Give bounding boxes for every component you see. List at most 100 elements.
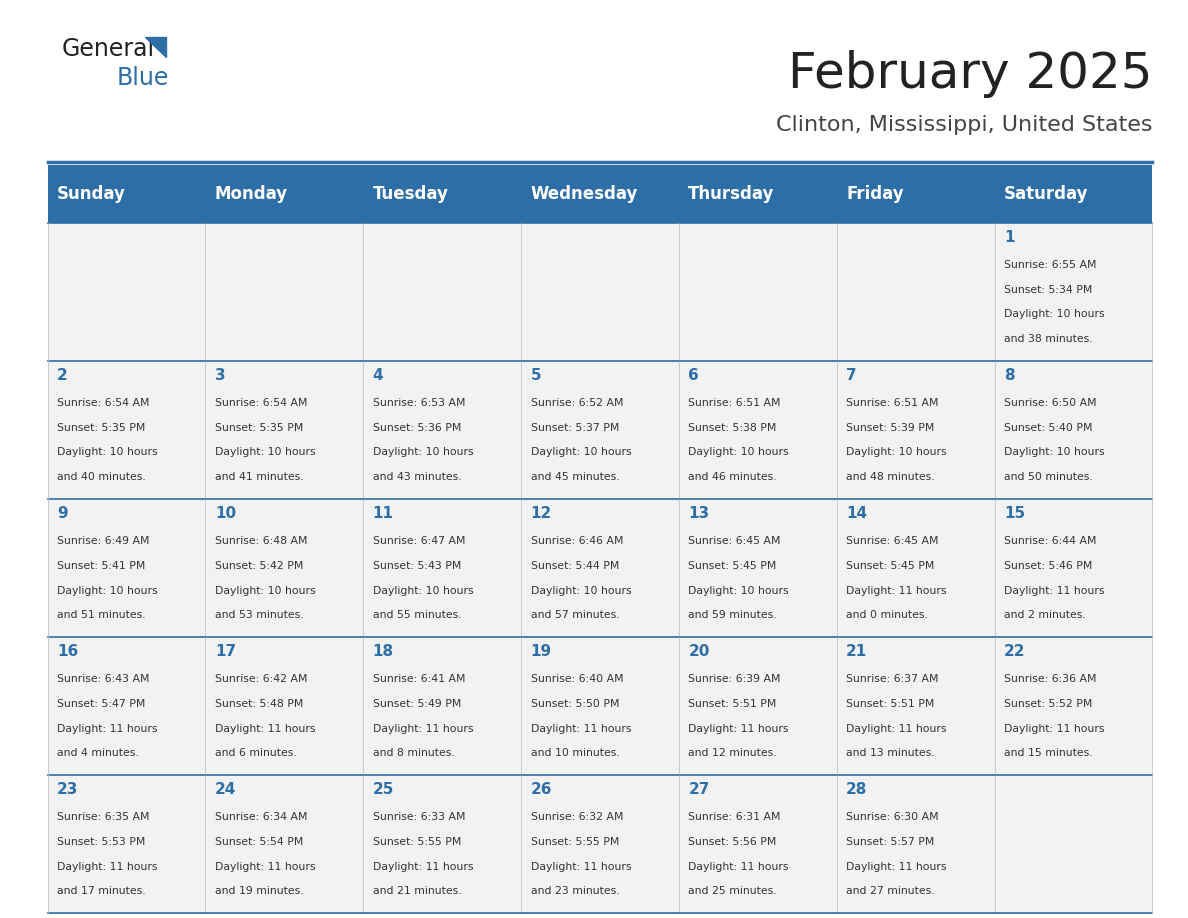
Bar — [836, 499, 994, 637]
Text: Sunset: 5:57 PM: Sunset: 5:57 PM — [846, 837, 935, 846]
Bar — [364, 499, 522, 637]
Text: and 41 minutes.: and 41 minutes. — [215, 472, 303, 482]
Text: General: General — [62, 37, 154, 61]
Text: Daylight: 11 hours: Daylight: 11 hours — [215, 723, 315, 733]
Text: 3: 3 — [215, 367, 226, 383]
Bar — [364, 361, 522, 499]
Bar — [836, 637, 994, 776]
Text: 11: 11 — [373, 506, 393, 521]
Text: and 4 minutes.: and 4 minutes. — [57, 748, 139, 758]
Text: Sunrise: 6:51 AM: Sunrise: 6:51 AM — [846, 397, 939, 408]
Text: 17: 17 — [215, 644, 236, 659]
Text: Sunset: 5:44 PM: Sunset: 5:44 PM — [531, 561, 619, 571]
Bar — [994, 776, 1152, 913]
Text: Sunrise: 6:40 AM: Sunrise: 6:40 AM — [531, 674, 624, 684]
Text: 12: 12 — [531, 506, 551, 521]
Text: 26: 26 — [531, 782, 552, 797]
Bar — [522, 361, 678, 499]
Text: 27: 27 — [688, 782, 709, 797]
Text: Sunrise: 6:30 AM: Sunrise: 6:30 AM — [846, 812, 939, 822]
Text: Sunrise: 6:51 AM: Sunrise: 6:51 AM — [688, 397, 781, 408]
Bar — [206, 499, 364, 637]
Text: Daylight: 10 hours: Daylight: 10 hours — [215, 586, 316, 596]
Text: Daylight: 10 hours: Daylight: 10 hours — [373, 447, 473, 457]
Text: February 2025: February 2025 — [788, 50, 1152, 98]
Text: and 38 minutes.: and 38 minutes. — [1004, 334, 1093, 344]
Text: and 23 minutes.: and 23 minutes. — [531, 887, 619, 896]
Text: and 46 minutes.: and 46 minutes. — [688, 472, 777, 482]
Text: Sunset: 5:55 PM: Sunset: 5:55 PM — [373, 837, 461, 846]
Text: 15: 15 — [1004, 506, 1025, 521]
Text: Sunrise: 6:55 AM: Sunrise: 6:55 AM — [1004, 260, 1097, 270]
Text: Sunrise: 6:35 AM: Sunrise: 6:35 AM — [57, 812, 150, 822]
Text: Daylight: 11 hours: Daylight: 11 hours — [373, 723, 473, 733]
Text: Daylight: 10 hours: Daylight: 10 hours — [57, 447, 158, 457]
Text: and 53 minutes.: and 53 minutes. — [215, 610, 303, 621]
Text: 24: 24 — [215, 782, 236, 797]
Text: 19: 19 — [531, 644, 551, 659]
Polygon shape — [145, 37, 166, 57]
Text: Sunset: 5:41 PM: Sunset: 5:41 PM — [57, 561, 145, 571]
Text: Sunrise: 6:33 AM: Sunrise: 6:33 AM — [373, 812, 466, 822]
Text: and 2 minutes.: and 2 minutes. — [1004, 610, 1086, 621]
Text: 14: 14 — [846, 506, 867, 521]
Text: Sunset: 5:55 PM: Sunset: 5:55 PM — [531, 837, 619, 846]
Text: Sunrise: 6:53 AM: Sunrise: 6:53 AM — [373, 397, 466, 408]
Bar — [678, 223, 836, 361]
Bar — [836, 223, 994, 361]
Text: and 50 minutes.: and 50 minutes. — [1004, 472, 1093, 482]
Text: Sunrise: 6:42 AM: Sunrise: 6:42 AM — [215, 674, 308, 684]
Text: Sunrise: 6:52 AM: Sunrise: 6:52 AM — [531, 397, 623, 408]
Bar — [522, 776, 678, 913]
Text: and 10 minutes.: and 10 minutes. — [531, 748, 619, 758]
Text: Daylight: 11 hours: Daylight: 11 hours — [531, 862, 631, 871]
Bar — [364, 223, 522, 361]
Bar — [48, 165, 1152, 223]
Text: Sunrise: 6:41 AM: Sunrise: 6:41 AM — [373, 674, 466, 684]
Text: Sunrise: 6:32 AM: Sunrise: 6:32 AM — [531, 812, 623, 822]
Text: 22: 22 — [1004, 644, 1025, 659]
Text: Tuesday: Tuesday — [373, 185, 449, 203]
Text: 5: 5 — [531, 367, 542, 383]
Bar — [48, 776, 206, 913]
Text: Sunrise: 6:45 AM: Sunrise: 6:45 AM — [846, 536, 939, 546]
Bar — [48, 361, 206, 499]
Text: Sunrise: 6:54 AM: Sunrise: 6:54 AM — [57, 397, 150, 408]
Text: Daylight: 11 hours: Daylight: 11 hours — [1004, 586, 1105, 596]
Text: Sunrise: 6:37 AM: Sunrise: 6:37 AM — [846, 674, 939, 684]
Bar — [994, 361, 1152, 499]
Text: and 25 minutes.: and 25 minutes. — [688, 887, 777, 896]
Text: Daylight: 10 hours: Daylight: 10 hours — [531, 447, 631, 457]
Bar — [364, 776, 522, 913]
Text: 16: 16 — [57, 644, 78, 659]
Bar — [678, 637, 836, 776]
Text: Saturday: Saturday — [1004, 185, 1088, 203]
Bar — [994, 223, 1152, 361]
Text: Sunrise: 6:49 AM: Sunrise: 6:49 AM — [57, 536, 150, 546]
Text: and 55 minutes.: and 55 minutes. — [373, 610, 461, 621]
Text: Sunset: 5:51 PM: Sunset: 5:51 PM — [846, 699, 935, 709]
Bar — [364, 637, 522, 776]
Text: 8: 8 — [1004, 367, 1015, 383]
Bar — [206, 776, 364, 913]
Text: and 59 minutes.: and 59 minutes. — [688, 610, 777, 621]
Bar — [522, 223, 678, 361]
Text: Sunrise: 6:44 AM: Sunrise: 6:44 AM — [1004, 536, 1097, 546]
Text: Sunset: 5:39 PM: Sunset: 5:39 PM — [846, 422, 935, 432]
Text: and 57 minutes.: and 57 minutes. — [531, 610, 619, 621]
Text: and 13 minutes.: and 13 minutes. — [846, 748, 935, 758]
Text: Wednesday: Wednesday — [531, 185, 638, 203]
Text: Sunset: 5:38 PM: Sunset: 5:38 PM — [688, 422, 777, 432]
Text: Sunset: 5:40 PM: Sunset: 5:40 PM — [1004, 422, 1093, 432]
Text: 28: 28 — [846, 782, 867, 797]
Text: Monday: Monday — [215, 185, 287, 203]
Bar — [678, 776, 836, 913]
Bar — [994, 637, 1152, 776]
Text: Sunset: 5:51 PM: Sunset: 5:51 PM — [688, 699, 777, 709]
Text: 21: 21 — [846, 644, 867, 659]
Text: Daylight: 10 hours: Daylight: 10 hours — [215, 447, 316, 457]
Bar — [206, 637, 364, 776]
Text: and 40 minutes.: and 40 minutes. — [57, 472, 146, 482]
Text: Daylight: 11 hours: Daylight: 11 hours — [215, 862, 315, 871]
Text: Sunrise: 6:54 AM: Sunrise: 6:54 AM — [215, 397, 308, 408]
